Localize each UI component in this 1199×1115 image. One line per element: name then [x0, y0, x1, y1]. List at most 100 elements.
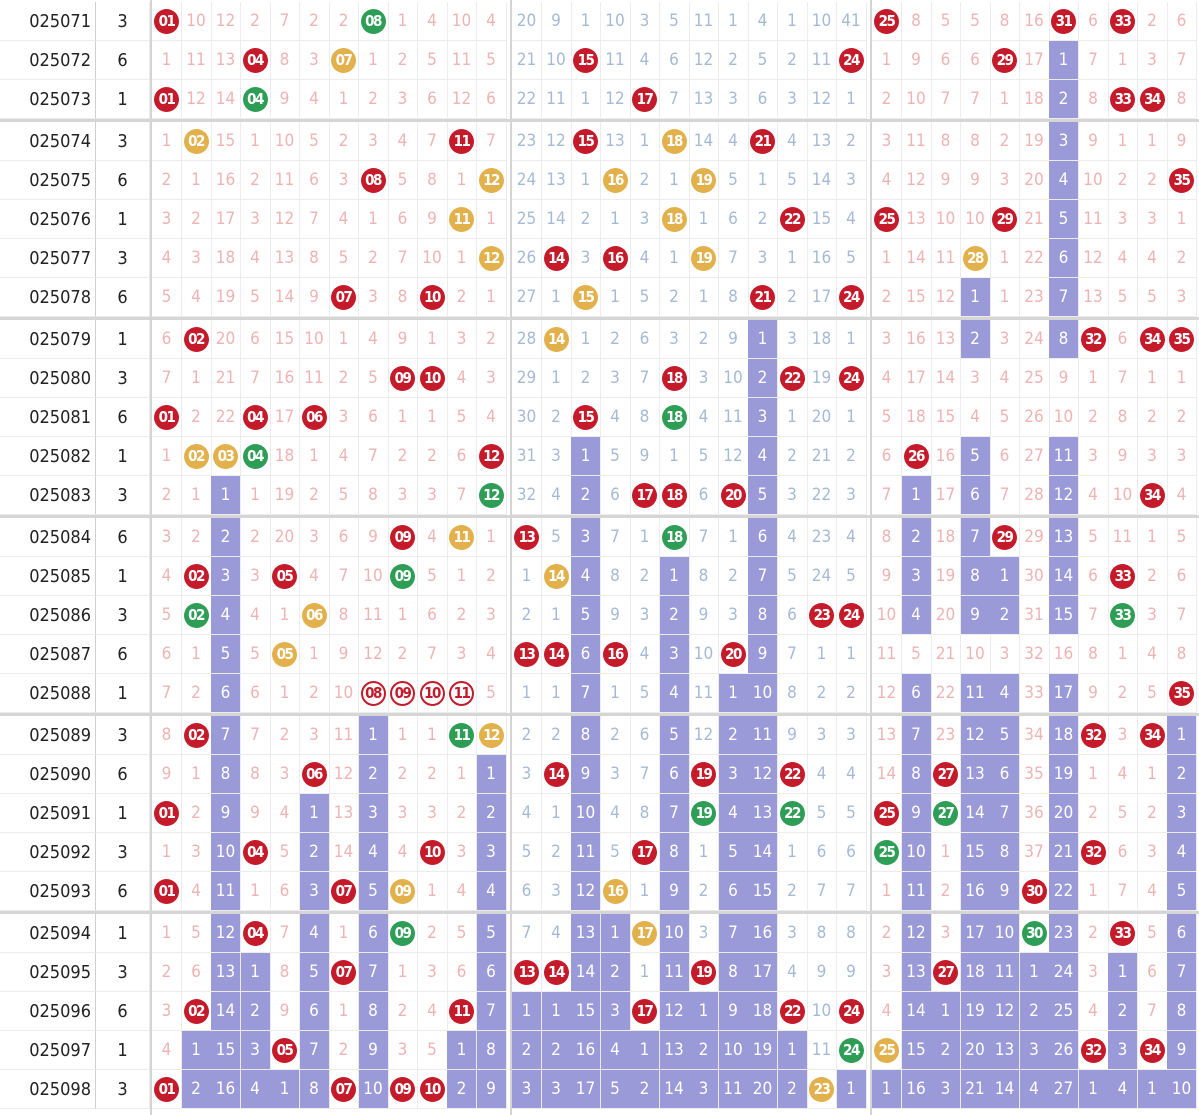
miss-count-cell: 2	[476, 320, 507, 359]
number-cell: 29	[990, 41, 1020, 80]
miss-count-cell: 8	[960, 122, 991, 161]
miss-count-cell: 32	[1019, 635, 1050, 674]
drawn-number-ball: 16	[602, 167, 628, 193]
miss-count-cell: 2	[836, 674, 867, 713]
miss-count-cell: 10	[299, 320, 330, 359]
number-cell: 34	[1137, 1031, 1168, 1070]
drawn-number-ball: 25	[874, 839, 899, 865]
streak-cell: 11	[960, 674, 991, 713]
miss-count-cell: 2	[1137, 161, 1168, 200]
streak-cell: 3	[358, 794, 389, 833]
miss-count-cell: 2	[329, 1031, 359, 1070]
streak-cell: 2	[630, 1070, 660, 1109]
draw-row: 025071 3 01 10 12 2 7 2 2 08 1 4 10 4 20 9 1 10 3 5 11 1 4 1 10 4…	[0, 2, 1199, 41]
streak-cell: 6	[960, 476, 991, 515]
drawn-number-ball: 30	[1021, 878, 1047, 904]
miss-count-cell: 10	[447, 2, 477, 41]
miss-count-cell: 10	[872, 596, 902, 635]
streak-cell: 13	[960, 755, 991, 794]
miss-count-cell: 14	[872, 755, 902, 794]
miss-count-cell: 1	[1167, 200, 1197, 239]
miss-count-cell: 1	[417, 716, 448, 755]
miss-count-cell: 4	[181, 872, 212, 911]
miss-count-cell: 1	[1137, 518, 1168, 557]
miss-count-cell: 8	[689, 557, 719, 596]
miss-count-cell: 1	[571, 161, 601, 200]
miss-count-cell: 10	[960, 635, 991, 674]
streak-cell: 2	[901, 518, 932, 557]
miss-count-cell: 6	[240, 674, 271, 713]
miss-count-cell: 6	[447, 437, 477, 476]
miss-count-cell: 32	[512, 476, 542, 515]
miss-count-cell: 13	[211, 41, 241, 80]
miss-count-cell: 10	[901, 80, 932, 119]
miss-count-cell: 1	[240, 122, 271, 161]
miss-count-cell: 3	[476, 596, 507, 635]
drawn-number-ball: 11	[449, 722, 474, 748]
drawn-number-ball: 18	[661, 206, 687, 232]
miss-count-cell: 5	[1137, 278, 1168, 317]
miss-count-cell: 2	[1137, 2, 1168, 41]
draw-row: 025082 1 1 02 03 04 18 1 4 7 2 2 6 12 31 3 1 5 9 1 5 12 4 2 21 2 6…	[0, 437, 1199, 476]
drawn-number-ball: 17	[632, 920, 657, 946]
miss-count-cell: 12	[181, 80, 212, 119]
drawn-number-ball: 05	[272, 641, 297, 667]
miss-count-cell: 1	[476, 200, 507, 239]
drawn-number-ball: 17	[632, 482, 657, 508]
streak-cell: 1	[1078, 1070, 1109, 1109]
miss-count-cell: 18	[807, 320, 837, 359]
number-cell: 08	[358, 2, 389, 41]
miss-count-cell: 4	[417, 992, 448, 1031]
streak-cell: 14	[211, 992, 241, 1031]
number-cell: 31	[1049, 2, 1079, 41]
miss-count-cell: 5	[1137, 674, 1168, 713]
streak-cell: 7	[358, 953, 389, 992]
miss-count-cell: 2	[417, 914, 448, 953]
draw-value: 1	[96, 320, 150, 359]
number-cell: 28	[960, 239, 991, 278]
miss-count-cell: 4	[836, 518, 867, 557]
streak-cell: 2	[1019, 992, 1050, 1031]
drawn-number-ball: 33	[1110, 86, 1135, 112]
draw-value: 1	[96, 674, 150, 713]
miss-count-cell: 11	[901, 122, 932, 161]
number-cell: 18	[659, 518, 690, 557]
miss-count-cell: 3	[152, 518, 182, 557]
miss-count-cell: 2	[571, 359, 601, 398]
streak-cell: 15	[901, 1031, 932, 1070]
miss-count-cell: 3	[659, 320, 690, 359]
miss-count-cell: 2	[872, 914, 902, 953]
miss-count-cell: 2	[1137, 794, 1168, 833]
miss-count-cell: 7	[358, 437, 389, 476]
miss-count-cell: 4	[836, 200, 867, 239]
miss-count-cell: 7	[299, 200, 330, 239]
miss-count-cell: 13	[1078, 278, 1109, 317]
drawn-number-ball: 14	[543, 245, 569, 271]
drawn-number-ball: 09	[390, 1076, 415, 1102]
miss-count-cell: 4	[1078, 476, 1109, 515]
drawn-number-ball: 05	[272, 563, 297, 589]
miss-count-cell: 11	[358, 596, 389, 635]
miss-count-cell: 2	[600, 320, 631, 359]
miss-count-cell: 4	[872, 992, 902, 1031]
drawn-number-ball: 07	[331, 959, 356, 985]
drawn-number-ball: 21	[750, 128, 775, 154]
drawn-number-ball: 10	[419, 839, 445, 865]
miss-count-cell: 4	[181, 278, 212, 317]
number-cell: 06	[299, 755, 330, 794]
miss-count-cell: 9	[417, 200, 448, 239]
miss-count-cell: 3	[447, 833, 477, 872]
miss-count-cell: 4	[777, 518, 808, 557]
number-cell: 19	[689, 161, 719, 200]
miss-count-cell: 3	[630, 596, 660, 635]
number-cell: 02	[181, 596, 212, 635]
number-cell: 11	[447, 518, 477, 557]
number-cell: 29	[990, 200, 1020, 239]
miss-count-cell: 2	[1108, 674, 1138, 713]
streak-cell: 1	[901, 476, 932, 515]
streak-cell: 3	[689, 1070, 719, 1109]
draw-row: 025079 1 6 02 20 6 15 10 1 4 9 1 3 2 28 14 1 2 6 3 2 9 1 3 18 1 3 1…	[0, 320, 1199, 359]
miss-count-cell: 7	[240, 359, 271, 398]
drawn-number-ball: 33	[1110, 920, 1135, 946]
streak-cell: 2	[211, 518, 241, 557]
